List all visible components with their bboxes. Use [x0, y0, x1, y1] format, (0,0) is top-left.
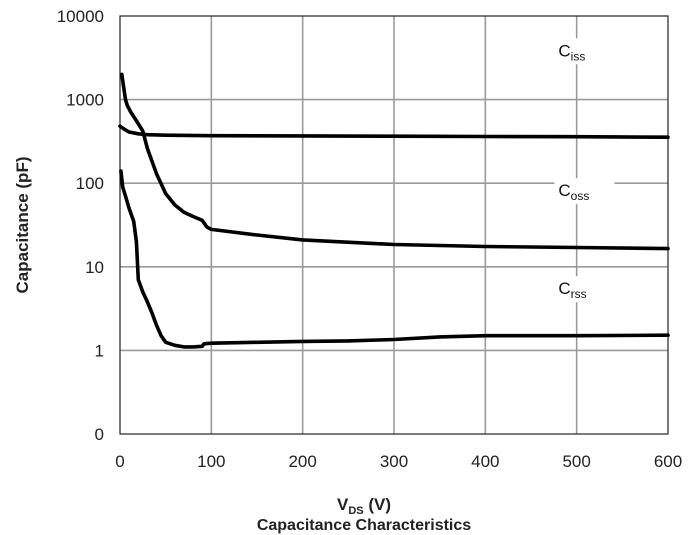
y-tick-label: 1000	[66, 91, 104, 110]
series-lines	[118, 72, 670, 349]
x-tick-label: 300	[380, 452, 408, 471]
series-label-main: C	[558, 279, 570, 298]
grid-lines	[120, 16, 668, 434]
series-label-sub: oss	[571, 189, 590, 203]
series-label-crss: Crss	[558, 279, 586, 301]
series-line-coss	[120, 72, 670, 251]
x-tick-label: 400	[471, 452, 499, 471]
x-axis-title-unit: (V)	[364, 495, 391, 514]
plot-frame	[119, 15, 669, 435]
y-axis-title: Capacitance (pF)	[13, 157, 32, 294]
x-tick-label: 200	[288, 452, 316, 471]
series-line-ciss	[118, 124, 670, 139]
x-tick-label: 100	[197, 452, 225, 471]
series-label-bg	[554, 276, 615, 303]
x-axis-title: VDS (V)	[337, 495, 391, 517]
series-label-main: C	[558, 181, 570, 200]
series-label-sub: iss	[571, 49, 586, 63]
series-label-sub: rss	[571, 287, 587, 301]
chart-title: Capacitance Characteristics	[257, 517, 471, 534]
x-tick-label: 0	[115, 452, 124, 471]
x-tick-label: 600	[654, 452, 682, 471]
x-tick-label: 500	[562, 452, 590, 471]
y-tick-label: 100	[76, 174, 104, 193]
series-label-ciss: Ciss	[558, 41, 585, 63]
tick-labels: 0 100 200 300 400 500 600 0 1 10 100 1000 10000	[57, 7, 682, 471]
series-line-crss	[119, 169, 670, 349]
series-label-main: C	[558, 41, 570, 60]
x-axis-title-sub: DS	[348, 505, 363, 517]
series-label-coss: Coss	[558, 181, 589, 203]
y-tick-label: 10	[85, 258, 104, 277]
y-tick-label: 0	[95, 425, 104, 444]
x-axis-title-main: V	[337, 495, 349, 514]
series-label-bg	[554, 178, 615, 205]
y-tick-label: 1	[95, 341, 104, 360]
y-tick-label: 10000	[57, 7, 104, 26]
series-label-bg	[554, 38, 615, 65]
